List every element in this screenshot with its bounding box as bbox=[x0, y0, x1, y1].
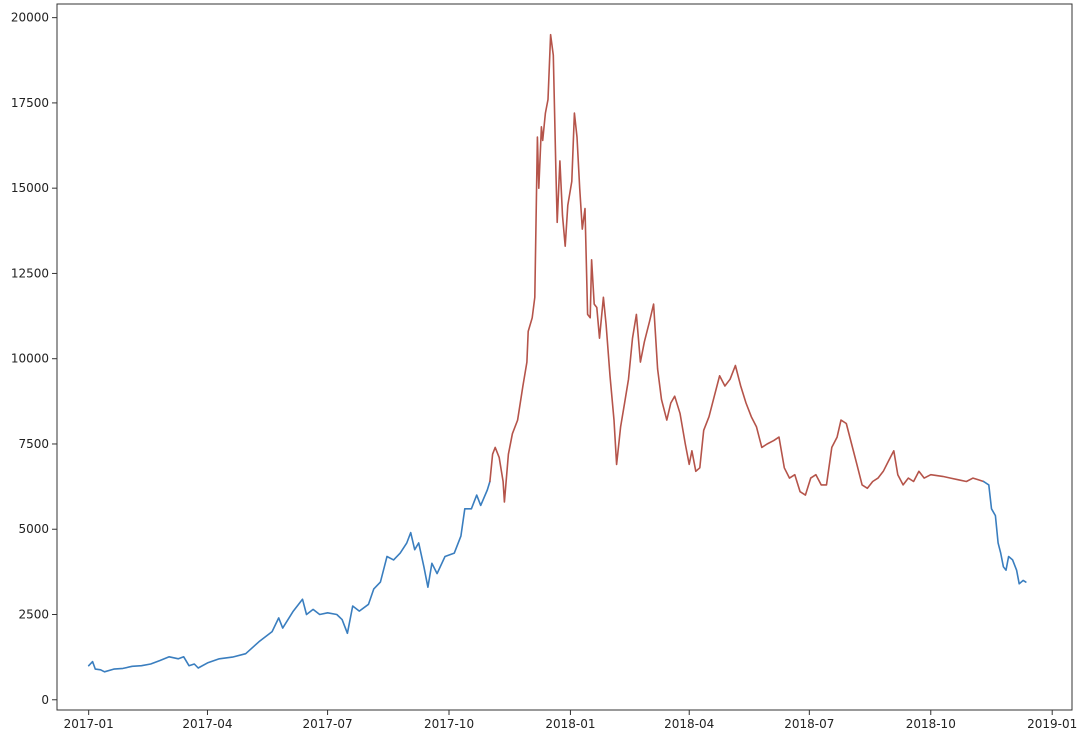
x-tick-label: 2018-01 bbox=[545, 717, 595, 731]
series-line-3 bbox=[982, 480, 1027, 585]
y-tick-label: 5000 bbox=[18, 522, 49, 536]
x-tick-label: 2017-04 bbox=[182, 717, 232, 731]
y-axis: 0 2500 5000 7500 10000 12500 15000 17500 20000 bbox=[11, 11, 57, 707]
x-tick-label: 2019-01 bbox=[1027, 717, 1077, 731]
y-tick-label: 0 bbox=[41, 693, 49, 707]
x-tick-label: 2018-07 bbox=[784, 717, 834, 731]
x-tick-label: 2018-10 bbox=[906, 717, 956, 731]
x-tick-label: 2017-07 bbox=[303, 717, 353, 731]
y-tick-label: 17500 bbox=[11, 96, 49, 110]
y-tick-label: 20000 bbox=[11, 11, 49, 25]
y-tick-label: 15000 bbox=[11, 181, 49, 195]
series-layer bbox=[87, 33, 1027, 673]
x-tick-label: 2018-04 bbox=[664, 717, 714, 731]
y-tick-label: 10000 bbox=[11, 352, 49, 366]
x-tick-label: 2017-01 bbox=[64, 717, 114, 731]
x-tick-label: 2017-10 bbox=[424, 717, 474, 731]
x-axis: 2017-01 2017-04 2017-07 2017-10 2018-01 2018-… bbox=[64, 710, 1077, 731]
y-tick-label: 7500 bbox=[18, 437, 49, 451]
y-tick-label: 12500 bbox=[11, 266, 49, 280]
y-tick-label: 2500 bbox=[18, 608, 49, 622]
plot-frame bbox=[56, 3, 1073, 711]
series-line-1 bbox=[87, 480, 491, 673]
series-line-2 bbox=[489, 33, 985, 503]
